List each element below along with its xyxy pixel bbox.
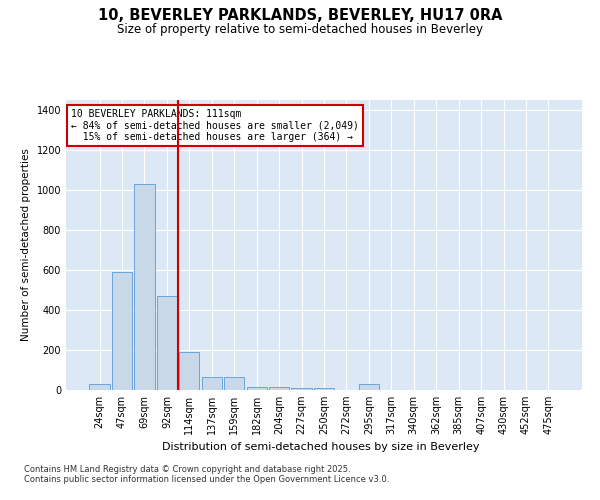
Bar [224, 377, 244, 390]
Text: Size of property relative to semi-detached houses in Beverley: Size of property relative to semi-detach… [117, 22, 483, 36]
Bar [292, 388, 311, 390]
Text: Contains public sector information licensed under the Open Government Licence v3: Contains public sector information licen… [24, 476, 389, 484]
Text: 10, BEVERLEY PARKLANDS, BEVERLEY, HU17 0RA: 10, BEVERLEY PARKLANDS, BEVERLEY, HU17 0… [98, 8, 502, 22]
Bar [202, 377, 222, 390]
Bar [112, 272, 132, 390]
Text: 10 BEVERLEY PARKLANDS: 111sqm
← 84% of semi-detached houses are smaller (2,049)
: 10 BEVERLEY PARKLANDS: 111sqm ← 84% of s… [71, 108, 359, 142]
Bar [134, 184, 155, 390]
Bar [89, 384, 110, 390]
Text: Distribution of semi-detached houses by size in Beverley: Distribution of semi-detached houses by … [162, 442, 480, 452]
Bar [359, 384, 379, 390]
Bar [247, 388, 267, 390]
Text: Contains HM Land Registry data © Crown copyright and database right 2025.: Contains HM Land Registry data © Crown c… [24, 466, 350, 474]
Y-axis label: Number of semi-detached properties: Number of semi-detached properties [21, 148, 31, 342]
Bar [269, 388, 289, 390]
Bar [157, 296, 177, 390]
Bar [314, 388, 334, 390]
Bar [179, 352, 199, 390]
